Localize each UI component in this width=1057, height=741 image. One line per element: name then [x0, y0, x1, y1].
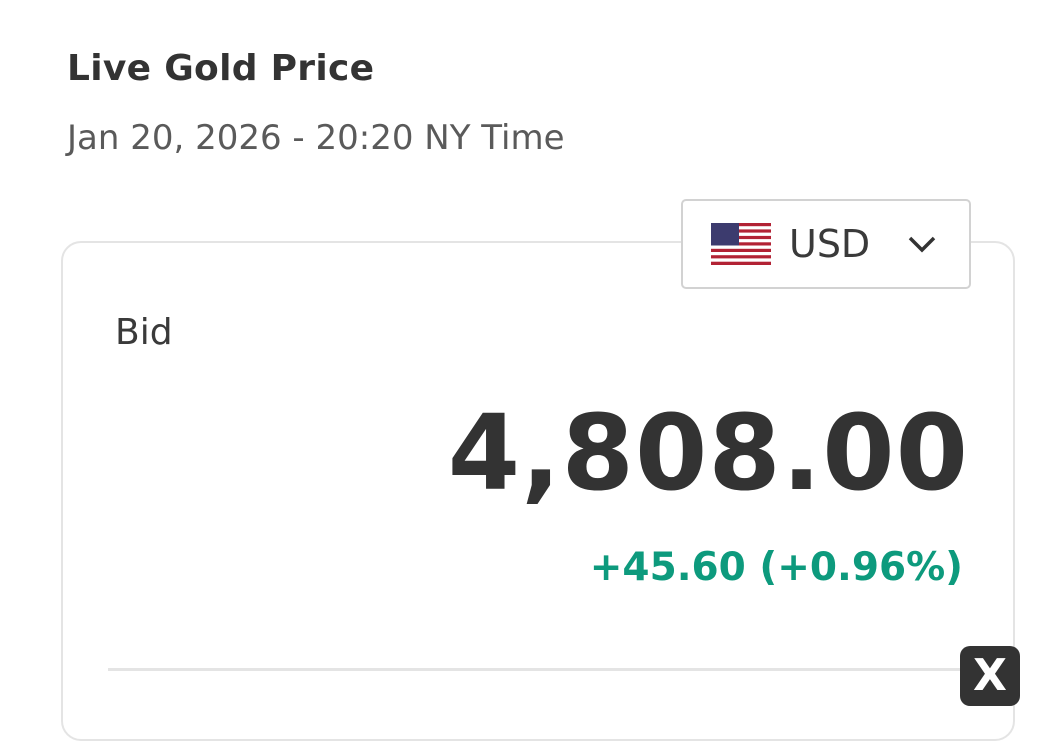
us-flag-icon: [711, 223, 771, 265]
page-title: Live Gold Price: [67, 48, 375, 89]
bid-label: Bid: [115, 312, 173, 353]
timestamp: Jan 20, 2026 - 20:20 NY Time: [67, 118, 565, 158]
chevron-down-icon: [908, 236, 936, 253]
currency-dropdown[interactable]: USD: [681, 199, 971, 289]
bid-price: 4,808.00: [447, 392, 969, 514]
close-button[interactable]: X: [960, 646, 1020, 706]
price-change: +45.60 (+0.96%): [589, 545, 963, 590]
currency-label: USD: [789, 222, 871, 266]
divider: [108, 668, 960, 671]
